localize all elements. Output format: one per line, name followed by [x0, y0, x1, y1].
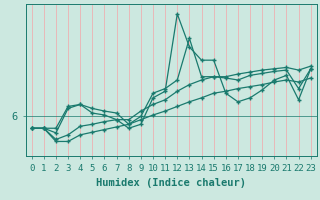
X-axis label: Humidex (Indice chaleur): Humidex (Indice chaleur): [96, 178, 246, 188]
